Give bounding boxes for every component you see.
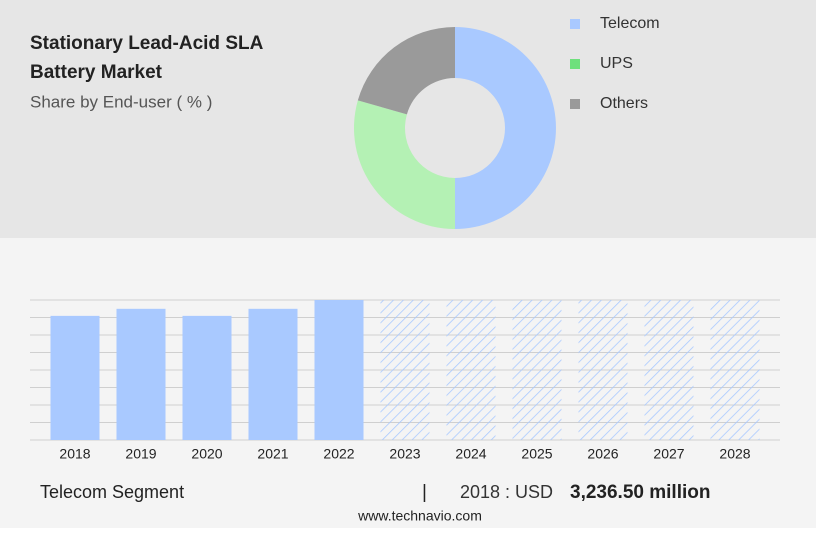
bar [50, 315, 100, 440]
footer-separator: | [422, 482, 427, 503]
title: Stationary Lead-Acid SLA [30, 33, 264, 54]
forecast-placeholder [644, 300, 694, 440]
forecast-placeholder [380, 300, 430, 440]
forecast-placeholder [710, 300, 760, 440]
x-tick-label: 2027 [653, 446, 684, 462]
donut-slice [357, 27, 455, 115]
x-tick-label: 2026 [587, 446, 618, 462]
forecast-placeholder [578, 300, 628, 440]
bar [314, 300, 364, 440]
x-tick-label: 2019 [125, 446, 156, 462]
title: Battery Market [30, 62, 163, 83]
forecast-placeholder [512, 300, 562, 440]
legend-label: Telecom [600, 15, 660, 32]
donut-slice [354, 100, 455, 229]
legend-swatch [570, 19, 580, 29]
x-tick-label: 2021 [257, 446, 288, 462]
subtitle: Share by End-user ( % ) [30, 92, 212, 111]
x-tick-label: 2024 [455, 446, 486, 462]
footer-year: 2018 : USD [460, 482, 553, 502]
bar [182, 315, 232, 440]
bar [248, 308, 298, 440]
legend-label: UPS [600, 55, 633, 72]
donut-slice [455, 27, 556, 229]
footer-value: 3,236.50 million [570, 482, 710, 503]
footer-segment: Telecom Segment [40, 482, 184, 502]
legend-swatch [570, 59, 580, 69]
x-tick-label: 2023 [389, 446, 420, 462]
bar [116, 308, 166, 440]
legend-swatch [570, 99, 580, 109]
forecast-placeholder [446, 300, 496, 440]
x-tick-label: 2028 [719, 446, 750, 462]
legend-label: Others [600, 95, 648, 112]
source: www.technavio.com [357, 508, 482, 524]
x-tick-label: 2018 [59, 446, 90, 462]
x-tick-label: 2020 [191, 446, 222, 462]
x-tick-label: 2025 [521, 446, 552, 462]
x-tick-label: 2022 [323, 446, 354, 462]
